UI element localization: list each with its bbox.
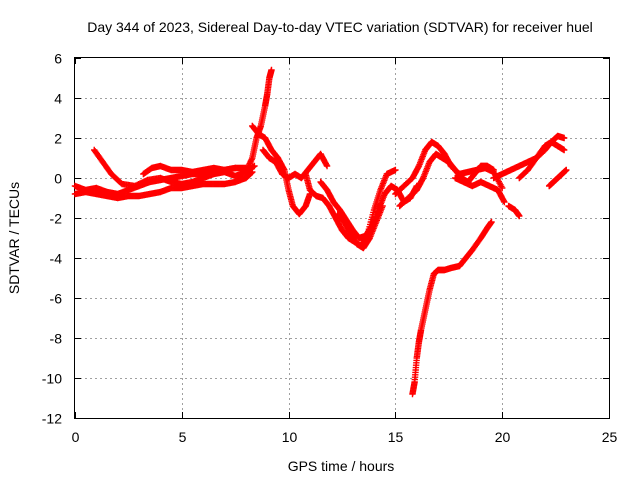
- data-point: [490, 166, 497, 174]
- data-point: [392, 166, 399, 174]
- data-point: [516, 212, 523, 220]
- y-tick-label: -6: [50, 291, 63, 307]
- x-tick-label: 20: [495, 429, 511, 445]
- data-point: [268, 66, 275, 74]
- data-point: [563, 166, 570, 174]
- series-arc-early-d: [140, 162, 239, 178]
- x-tick-labels: 0 5 10 15 20 25: [72, 429, 618, 445]
- y-tick-label: 2: [54, 131, 62, 147]
- data-point: [232, 164, 239, 172]
- data-point: [560, 134, 568, 142]
- x-tick-label: 0: [72, 429, 80, 445]
- series-arc-early-c: [91, 146, 258, 190]
- y-tick-label: -2: [50, 211, 63, 227]
- series-dip-arc-c: [334, 202, 386, 252]
- plot-frame: [74, 57, 610, 419]
- y-tick-label: 4: [54, 91, 62, 107]
- series-mid-arc-c: [452, 174, 508, 206]
- y-axis-label: SDTVAR / TECUs: [6, 182, 22, 294]
- data-point: [501, 198, 508, 206]
- x-axis-label: GPS time / hours: [288, 458, 395, 474]
- chart-title: Day 344 of 2023, Sidereal Day-to-day VTE…: [87, 19, 593, 35]
- series-descent-arc: [409, 218, 495, 398]
- y-tick-label: 0: [54, 171, 62, 187]
- y-tick-label: -8: [50, 331, 63, 347]
- data-point: [379, 202, 386, 210]
- y-tick-label: 6: [54, 51, 62, 67]
- axis-ticks: [75, 58, 610, 419]
- y-tick-label: -10: [42, 371, 62, 387]
- x-tick-label: 15: [388, 429, 404, 445]
- data-point: [251, 162, 258, 170]
- series-late-arc-a: [490, 132, 568, 182]
- series-mid-arc-b: [396, 150, 497, 210]
- y-tick-labels: -12 -10 -8 -6 -4 -2 0 2 4 6: [42, 51, 62, 427]
- x-tick-label: 10: [282, 429, 298, 445]
- y-tick-label: -12: [42, 411, 62, 427]
- x-tick-label: 25: [602, 429, 618, 445]
- series-late-arc-c: [545, 166, 570, 190]
- data-point: [323, 162, 331, 170]
- x-tick-label: 5: [179, 429, 187, 445]
- series-arc-early-a: [71, 168, 256, 202]
- data-point: [499, 184, 506, 192]
- y-tick-label: -4: [50, 251, 63, 267]
- series-late-arc-b: [516, 138, 568, 182]
- data-point: [560, 146, 568, 154]
- grid: [75, 58, 609, 418]
- data-point: [488, 218, 495, 226]
- data-marks: [71, 66, 570, 398]
- series-mid-arc-d: [505, 202, 523, 220]
